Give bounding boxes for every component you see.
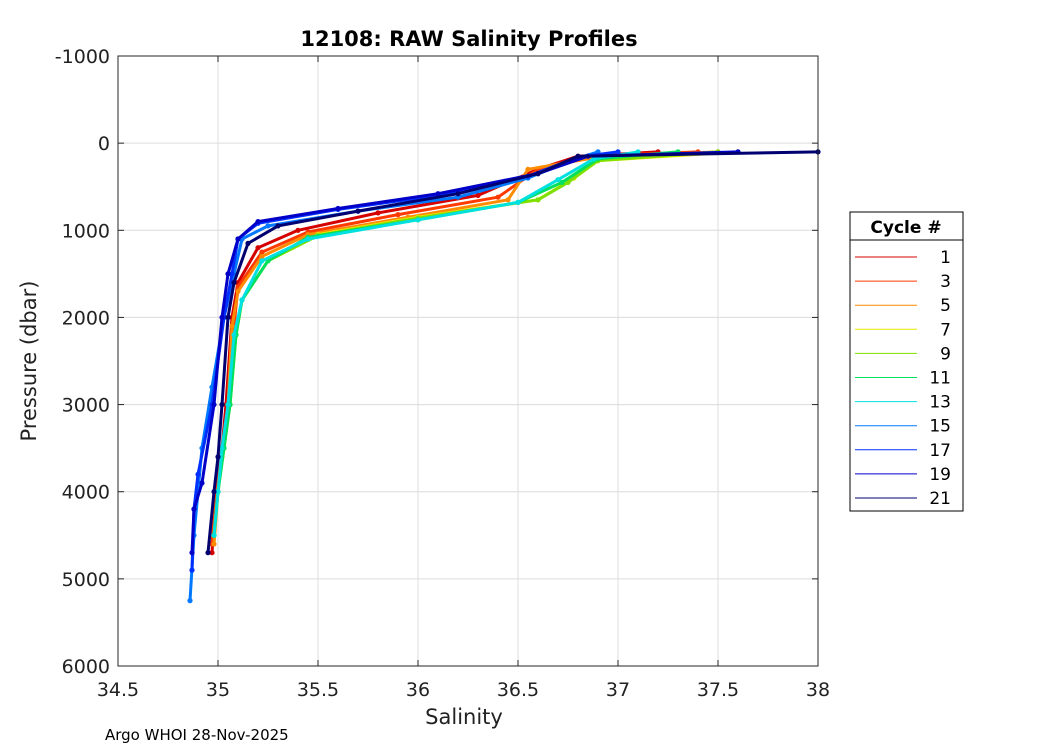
- data-point-cycle-13: [215, 489, 221, 495]
- footer-credit: Argo WHOI 28-Nov-2025: [105, 726, 289, 744]
- data-point-cycle-19: [191, 506, 197, 512]
- y-tick-label: 6000: [62, 656, 110, 678]
- data-point-cycle-5: [235, 288, 241, 294]
- y-tick-label: 0: [98, 133, 110, 155]
- data-point-cycle-13: [305, 236, 311, 242]
- data-point-cycle-5: [259, 253, 265, 259]
- plot-frame: [117, 55, 819, 667]
- data-point-cycle-17: [229, 271, 235, 277]
- data-point-cycle-21: [245, 240, 251, 246]
- data-point-cycle-15: [187, 598, 193, 604]
- data-point-cycle-1: [475, 192, 481, 198]
- legend-label-11: 11: [929, 369, 951, 389]
- data-point-cycle-13: [225, 402, 231, 408]
- legend-label-19: 19: [929, 465, 951, 485]
- data-point-cycle-19: [335, 205, 341, 212]
- data-point-cycle-5: [525, 166, 531, 172]
- data-point-cycle-13: [211, 532, 217, 538]
- data-point-cycle-3: [395, 212, 401, 218]
- data-point-cycle-5: [229, 323, 235, 329]
- y-tick-label: 1000: [62, 220, 110, 242]
- x-tick-label: 34.5: [97, 679, 139, 701]
- data-point-cycle-21: [211, 489, 217, 495]
- data-point-cycle-17: [615, 149, 621, 155]
- data-point-cycle-5: [211, 541, 217, 547]
- y-tick-label: 3000: [62, 395, 110, 417]
- data-point-cycle-9: [535, 197, 541, 203]
- x-tick-label: 37.5: [697, 679, 739, 701]
- data-point-cycle-21: [535, 171, 541, 177]
- data-point-cycle-13: [259, 258, 265, 264]
- data-point-cycle-3: [495, 194, 501, 200]
- data-point-cycle-1: [375, 210, 381, 216]
- data-point-cycle-17: [189, 567, 195, 573]
- data-point-cycle-21: [225, 314, 231, 320]
- data-point-cycle-19: [255, 219, 261, 225]
- legend-title: Cycle #: [870, 218, 941, 238]
- x-axis-label: Salinity: [425, 705, 503, 729]
- data-point-cycle-1: [295, 227, 301, 233]
- data-point-cycle-5: [505, 197, 511, 203]
- data-point-cycle-13: [515, 199, 521, 205]
- legend-label-21: 21: [929, 489, 951, 509]
- series-group: [187, 149, 821, 604]
- data-point-cycle-21: [455, 191, 461, 197]
- data-point-cycle-19: [211, 402, 217, 408]
- plot-area: [118, 56, 818, 666]
- legend-box: [849, 211, 964, 512]
- y-tick-label: 4000: [62, 482, 110, 504]
- x-tick-label: 37: [606, 679, 630, 701]
- legend-label-7: 7: [940, 320, 951, 340]
- data-point-cycle-19: [235, 236, 241, 242]
- x-tick-label: 36: [406, 679, 430, 701]
- data-point-cycle-17: [195, 471, 201, 477]
- x-tick-label: 38: [806, 679, 830, 701]
- data-point-cycle-15: [265, 223, 271, 229]
- data-point-cycle-1: [255, 245, 261, 251]
- data-point-cycle-1: [209, 550, 215, 556]
- data-point-cycle-19: [435, 191, 441, 197]
- data-point-cycle-13: [219, 445, 225, 451]
- x-tick-label: 35: [206, 679, 230, 701]
- data-point-cycle-13: [635, 149, 641, 155]
- data-point-cycle-13: [231, 332, 237, 338]
- legend-label-1: 1: [940, 248, 951, 268]
- y-tick-label: 5000: [62, 569, 110, 591]
- data-point-cycle-19: [199, 480, 205, 486]
- legend-label-15: 15: [929, 417, 951, 437]
- data-point-cycle-21: [231, 280, 237, 286]
- legend-label-17: 17: [929, 441, 951, 461]
- x-axis-ticks: 34.5 35 35.5 36 36.5 37 37.5 38: [97, 56, 830, 701]
- data-point-cycle-21: [275, 223, 281, 229]
- legend-label-3: 3: [940, 272, 951, 292]
- data-point-cycle-11: [559, 179, 565, 185]
- data-point-cycle-21: [219, 402, 225, 408]
- legend-label-5: 5: [940, 296, 951, 316]
- data-point-cycle-21: [215, 454, 221, 460]
- data-point-cycle-21: [575, 153, 581, 159]
- data-point-cycle-13: [555, 177, 561, 183]
- data-point-cycle-19: [219, 314, 225, 320]
- data-point-cycle-19: [225, 271, 231, 277]
- y-axis-label: Pressure (dbar): [17, 281, 41, 442]
- y-tick-label: -1000: [55, 46, 110, 68]
- x-tick-label: 35.5: [297, 679, 339, 701]
- y-tick-label: 2000: [62, 307, 110, 329]
- data-point-cycle-13: [239, 297, 245, 303]
- chart-title: 12108: RAW Salinity Profiles: [300, 27, 637, 51]
- legend-label-9: 9: [940, 344, 951, 364]
- x-tick-label: 36.5: [497, 679, 539, 701]
- data-point-cycle-19: [189, 550, 195, 556]
- data-point-cycle-21: [355, 208, 361, 214]
- data-point-cycle-3: [259, 249, 265, 255]
- data-point-cycle-21: [205, 550, 211, 556]
- legend-label-13: 13: [929, 393, 951, 413]
- y-axis-ticks: -1000 0 1000 2000 3000 4000 5000 6000: [55, 46, 818, 678]
- data-point-cycle-13: [415, 217, 421, 223]
